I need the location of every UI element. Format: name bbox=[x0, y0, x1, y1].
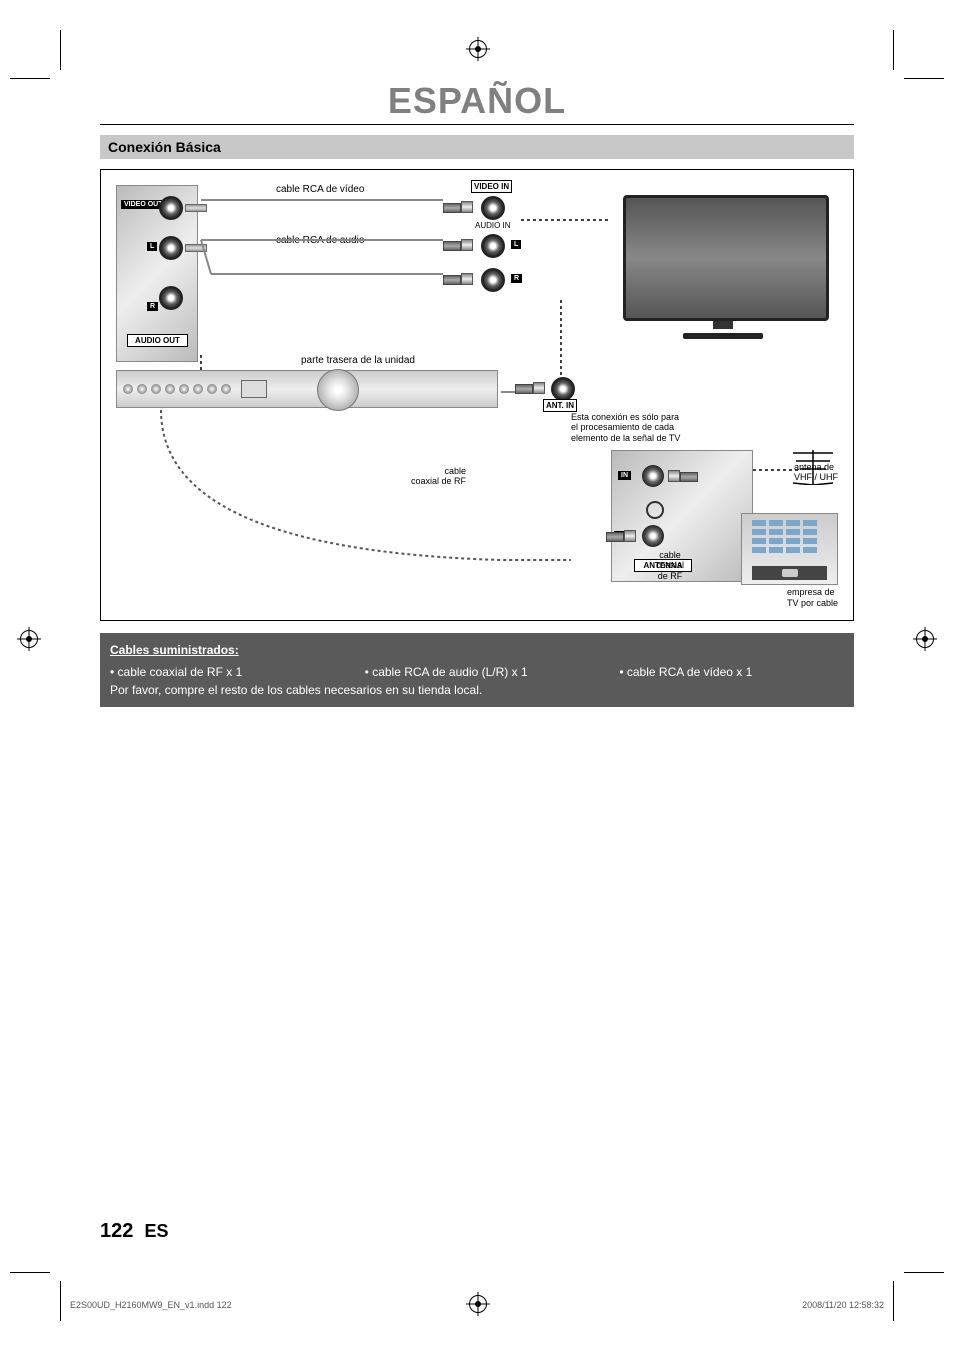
crop-mark-icon bbox=[60, 1281, 61, 1321]
cable-company-label: empresa de TV por cable bbox=[787, 587, 838, 608]
video-in-jack-icon bbox=[481, 196, 505, 220]
supplied-cables-title: Cables suministrados: bbox=[110, 641, 844, 659]
crop-mark-icon bbox=[904, 78, 944, 79]
video-out-jack-icon bbox=[159, 196, 183, 220]
tv-r-label: R bbox=[511, 274, 522, 283]
crop-mark-icon bbox=[893, 30, 894, 70]
audio-out-label: AUDIO OUT bbox=[127, 334, 188, 347]
tuner-out-port-icon bbox=[642, 525, 664, 547]
video-in-label: VIDEO IN bbox=[471, 180, 512, 193]
crop-mark-icon bbox=[10, 1272, 50, 1273]
coax-plug-icon bbox=[668, 469, 698, 479]
registration-mark-icon bbox=[20, 630, 38, 648]
supplied-cables-box: Cables suministrados: • cable coaxial de… bbox=[100, 633, 854, 707]
rca-plug-icon bbox=[443, 272, 473, 282]
crop-mark-icon bbox=[10, 78, 50, 79]
tv-l-label: L bbox=[511, 240, 521, 249]
coax-plug-icon bbox=[515, 381, 545, 391]
cable-lead-icon bbox=[185, 244, 207, 252]
unit-back-label: parte trasera de la unidad bbox=[301, 355, 415, 366]
page-lang-code: ES bbox=[145, 1221, 169, 1241]
coax-plug-icon bbox=[606, 529, 636, 539]
ant-in-label: ANT. IN bbox=[543, 399, 577, 412]
connection-note: Esta conexión es sólo para el procesamie… bbox=[571, 412, 721, 443]
cable-item: • cable RCA de audio (L/R) x 1 bbox=[365, 663, 590, 681]
page-number: 122 ES bbox=[100, 1220, 169, 1243]
crop-mark-icon bbox=[904, 1272, 944, 1273]
audio-r-in-jack-icon bbox=[481, 268, 505, 292]
cable-lead-icon bbox=[185, 204, 207, 212]
ant-in-jack-icon bbox=[551, 377, 575, 401]
language-title: ESPAÑOL bbox=[100, 80, 854, 125]
registration-mark-icon bbox=[916, 630, 934, 648]
tuner-mid-port-icon bbox=[646, 501, 664, 519]
cable-item: • cable RCA de vídeo x 1 bbox=[619, 663, 844, 681]
cable-company-icon bbox=[741, 513, 838, 585]
rca-plug-icon bbox=[443, 238, 473, 248]
connection-diagram: VIDEO OUT L R AUDIO OUT cable RCA de víd… bbox=[100, 169, 854, 621]
supplied-cables-list: • cable coaxial de RF x 1 • cable RCA de… bbox=[110, 663, 844, 681]
tuner-in-port-icon bbox=[642, 465, 664, 487]
registration-mark-icon bbox=[469, 40, 487, 58]
coax-label-right: cable coaxial de RF bbox=[656, 550, 684, 581]
section-header: Conexión Básica bbox=[100, 135, 854, 159]
tuner-in-label: IN bbox=[618, 471, 631, 480]
crop-mark-icon bbox=[60, 30, 61, 70]
audio-l-label: L bbox=[147, 242, 157, 251]
footer-filename: E2S00UD_H2160MW9_EN_v1.indd 122 bbox=[70, 1300, 232, 1310]
page-content: ESPAÑOL Conexión Básica VIDEO OUT L R AU… bbox=[100, 80, 854, 707]
device-output-panel: VIDEO OUT L R AUDIO OUT bbox=[116, 185, 198, 362]
coax-label-left: cable coaxial de RF bbox=[411, 466, 466, 487]
audio-cable-label: cable RCA de audio bbox=[276, 235, 364, 246]
cable-item: • cable coaxial de RF x 1 bbox=[110, 663, 335, 681]
page-number-value: 122 bbox=[100, 1220, 133, 1242]
tv-icon bbox=[623, 195, 823, 330]
rca-plug-icon bbox=[443, 200, 473, 210]
audio-r-jack-icon bbox=[159, 286, 183, 310]
crop-mark-icon bbox=[893, 1281, 894, 1321]
registration-mark-icon bbox=[469, 1295, 487, 1313]
supplied-cables-note: Por favor, compre el resto de los cables… bbox=[110, 681, 844, 699]
audio-l-jack-icon bbox=[159, 236, 183, 260]
footer-timestamp: 2008/11/20 12:58:32 bbox=[802, 1300, 884, 1310]
audio-l-in-jack-icon bbox=[481, 234, 505, 258]
tv-input-block: VIDEO IN AUDIO IN L R bbox=[431, 180, 531, 300]
audio-r-label: R bbox=[147, 302, 158, 311]
video-cable-label: cable RCA de vídeo bbox=[276, 184, 364, 195]
audio-in-label: AUDIO IN bbox=[475, 222, 511, 231]
ant-in-block: ANT. IN bbox=[501, 375, 591, 410]
unit-rear-panel-icon bbox=[116, 370, 498, 408]
antenna-label: antena de VHF / UHF bbox=[794, 462, 838, 483]
